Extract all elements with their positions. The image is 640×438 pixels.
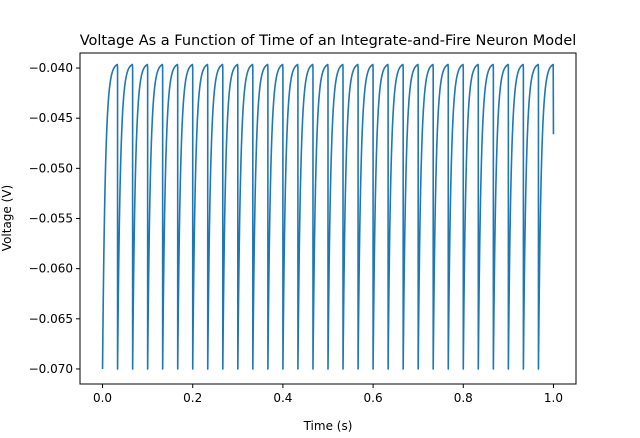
x-tick-label: 0.2 bbox=[183, 391, 202, 405]
chart-title: Voltage As a Function of Time of an Inte… bbox=[80, 33, 577, 49]
y-tick-label: −0.045 bbox=[29, 111, 73, 125]
y-axis: −0.070 −0.065 −0.060 −0.055 −0.050 −0.045 −0.0… bbox=[29, 61, 80, 376]
y-axis-label: Voltage (V) bbox=[0, 185, 14, 251]
plot-area bbox=[101, 63, 555, 370]
y-tick-label: −0.040 bbox=[29, 61, 73, 75]
x-tick-label: 0.6 bbox=[364, 391, 383, 405]
y-tick-label: −0.060 bbox=[29, 262, 73, 276]
y-tick-label: −0.050 bbox=[29, 161, 73, 175]
y-tick-label: −0.070 bbox=[29, 362, 73, 376]
x-tick-label: 0.0 bbox=[93, 391, 112, 405]
x-tick-label: 0.4 bbox=[273, 391, 292, 405]
x-axis-label: Time (s) bbox=[303, 419, 353, 433]
voltage-series-line bbox=[101, 63, 555, 370]
y-tick-label: −0.055 bbox=[29, 212, 73, 226]
y-tick-label: −0.065 bbox=[29, 312, 73, 326]
x-tick-label: 0.8 bbox=[454, 391, 473, 405]
x-tick-label: 1.0 bbox=[544, 391, 563, 405]
x-axis: 0.0 0.2 0.4 0.6 0.8 1.0 bbox=[93, 384, 563, 405]
